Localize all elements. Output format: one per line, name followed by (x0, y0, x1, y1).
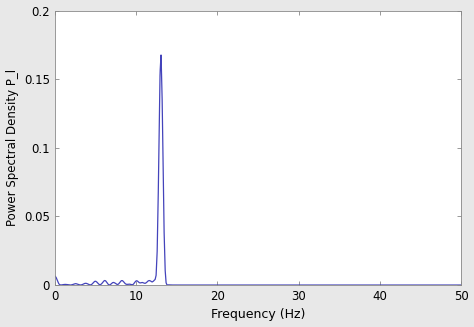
X-axis label: Frequency (Hz): Frequency (Hz) (211, 308, 305, 321)
Y-axis label: Power Spectral Density P_l: Power Spectral Density P_l (6, 69, 18, 226)
